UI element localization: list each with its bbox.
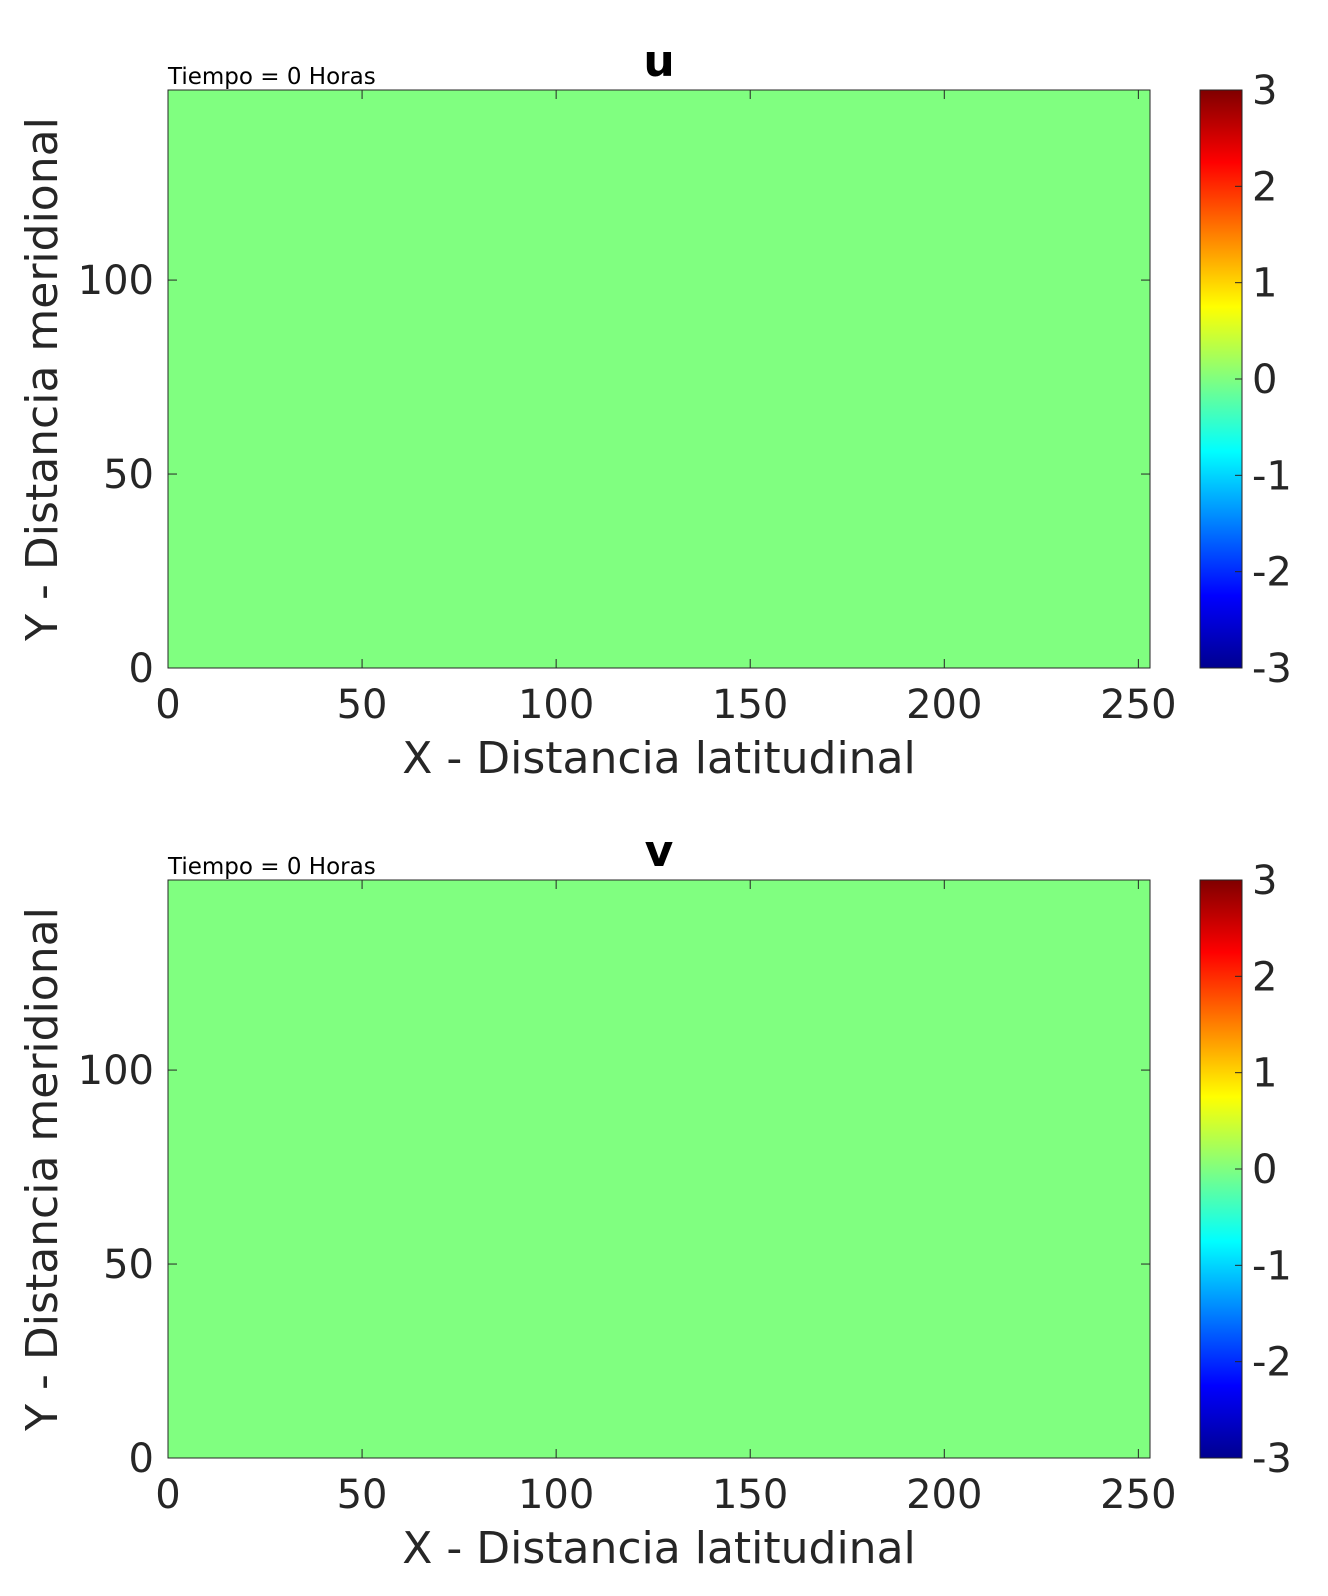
x-tick-label: 50 xyxy=(337,682,388,728)
colorbar: 3 2 1 0 -1 -2 -3 xyxy=(1199,68,1292,692)
colorbar-tick-label: -1 xyxy=(1252,1243,1292,1289)
x-axis-label: X - Distancia latitudinal xyxy=(402,1523,916,1574)
x-tick-label: 150 xyxy=(712,1472,788,1518)
y-tick-label: 100 xyxy=(78,1048,154,1094)
time-annotation: Tiempo = 0 Horas xyxy=(167,64,376,90)
x-tick-label: 100 xyxy=(518,1472,594,1518)
x-tick-label: 50 xyxy=(337,1472,388,1518)
colorbar-tick-label: -2 xyxy=(1252,1340,1292,1386)
heatmap-field xyxy=(168,880,1150,1458)
y-tick-label: 0 xyxy=(129,1436,154,1482)
colorbar: 3 2 1 0 -1 -2 -3 xyxy=(1199,858,1292,1482)
x-tick-label: 150 xyxy=(712,682,788,728)
colorbar-tick-label: -2 xyxy=(1252,550,1292,596)
y-tick-label: 0 xyxy=(129,646,154,692)
x-tick-label: 100 xyxy=(518,682,594,728)
x-tick-label: 250 xyxy=(1100,1472,1176,1518)
y-tick-label: 50 xyxy=(103,1242,154,1288)
colorbar-tick-label: 1 xyxy=(1252,1051,1277,1097)
x-axis-label: X - Distancia latitudinal xyxy=(402,733,916,784)
x-tick-label: 200 xyxy=(906,1472,982,1518)
colorbar-tick-label: 0 xyxy=(1252,357,1277,403)
colorbar-tick-label: 3 xyxy=(1252,68,1277,114)
colorbar-tick-label: -1 xyxy=(1252,453,1292,499)
axes-box xyxy=(167,879,1151,1459)
colorbar-tick-label: 3 xyxy=(1252,858,1277,904)
x-tick-label: 0 xyxy=(155,682,180,728)
chart-title: u xyxy=(643,36,674,87)
colorbar-tick-label: 0 xyxy=(1252,1147,1277,1193)
heatmap-field xyxy=(168,90,1150,668)
colorbar-tick-label: 1 xyxy=(1252,261,1277,307)
x-tick-label: 250 xyxy=(1100,682,1176,728)
colorbar-tick-label: -3 xyxy=(1252,646,1292,692)
x-tick-label: 0 xyxy=(155,1472,180,1518)
y-tick-label: 100 xyxy=(78,258,154,304)
y-tick-label: 50 xyxy=(103,452,154,498)
y-axis-label: Y - Distancia meridional xyxy=(17,907,68,1432)
x-tick-label: 200 xyxy=(906,682,982,728)
axes-box xyxy=(167,89,1151,669)
chart-title: v xyxy=(645,826,674,877)
y-axis-label: Y - Distancia meridional xyxy=(17,117,68,642)
colorbar-tick-label: 2 xyxy=(1252,164,1277,210)
colorbar-tick-label: 2 xyxy=(1252,954,1277,1000)
colorbar-tick-label: -3 xyxy=(1252,1436,1292,1482)
panel-u: 0 50 100 150 200 250 0 50 100 u Tiempo = 0 Horas X … xyxy=(17,36,1292,784)
panel-v: 0 50 100 150 200 250 0 50 100 v Tiempo = 0 Horas X … xyxy=(17,826,1292,1574)
time-annotation: Tiempo = 0 Horas xyxy=(167,854,376,880)
